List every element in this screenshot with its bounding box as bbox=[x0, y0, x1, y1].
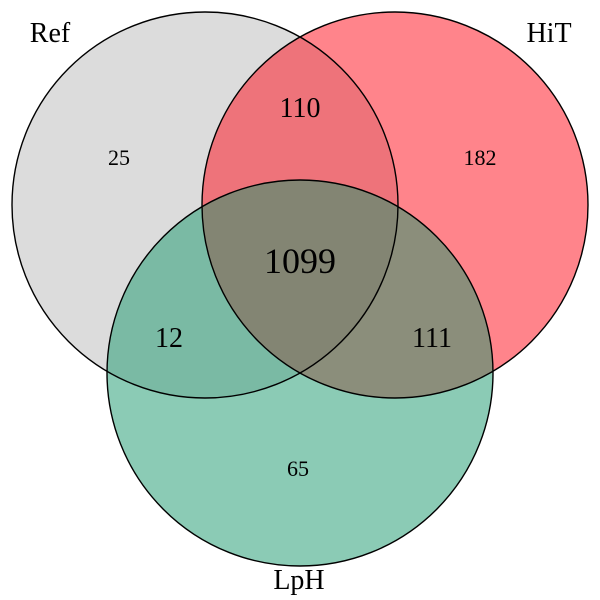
count-lph-only: 65 bbox=[287, 456, 309, 481]
lph-set-label: LpH bbox=[273, 565, 324, 596]
ref-set-label: Ref bbox=[30, 18, 71, 49]
hit-set-label: HiT bbox=[526, 18, 571, 49]
count-ref-only: 25 bbox=[108, 145, 130, 170]
count-ref-lph: 12 bbox=[155, 323, 183, 354]
set-outlines bbox=[11, 11, 589, 567]
count-ref-hit: 110 bbox=[280, 93, 321, 124]
count-hit-lph: 111 bbox=[412, 323, 452, 354]
ref-circle-outline bbox=[11, 11, 399, 399]
count-all-three: 1099 bbox=[264, 241, 336, 281]
lph-circle-outline bbox=[106, 179, 494, 567]
count-hit-only: 182 bbox=[464, 145, 497, 170]
hit-circle-outline bbox=[201, 11, 589, 399]
